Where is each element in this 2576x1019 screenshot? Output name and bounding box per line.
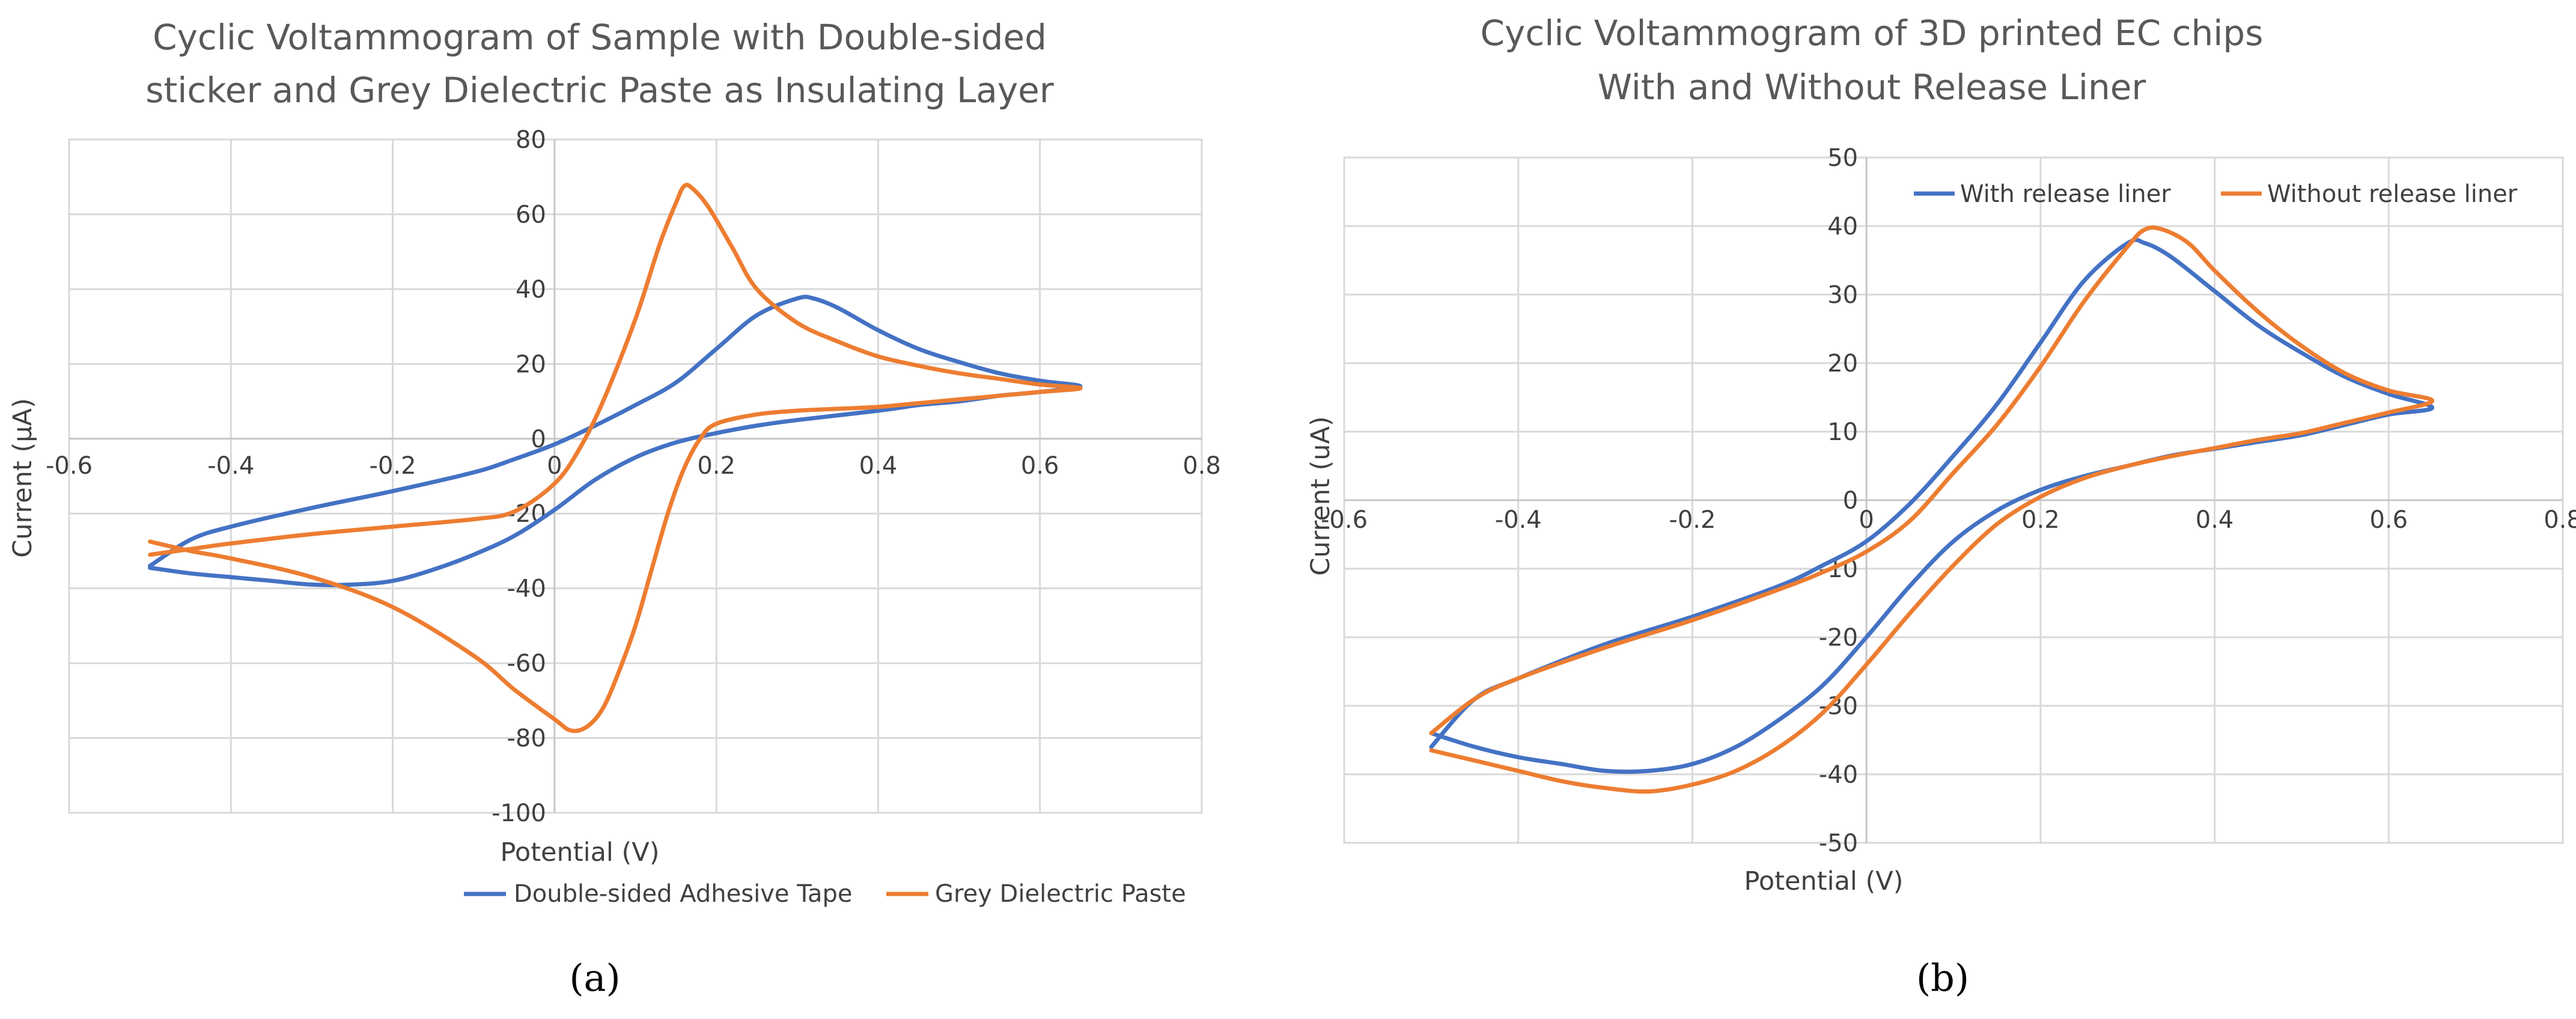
x-tick-label: 0.2 <box>2021 506 2060 534</box>
y-tick-label: 0 <box>1843 487 1858 515</box>
y-tick-label: -20 <box>1819 624 1858 652</box>
x-tick-label: 0.6 <box>2369 506 2408 534</box>
chart-a-axes <box>69 139 1202 813</box>
y-tick-label: -50 <box>1819 830 1858 857</box>
chart-a-y-axis-label: Current (μA) <box>8 398 38 558</box>
series-line-without-release-liner <box>1429 225 2435 794</box>
y-tick-label: -40 <box>507 575 546 603</box>
y-tick-label: -60 <box>507 650 546 678</box>
legend-a-label-0: Double-sided Adhesive Tape <box>514 880 853 908</box>
chart-b-caption: (b) <box>1916 956 1969 1000</box>
y-tick-label: 50 <box>1827 144 1858 172</box>
legend-b-label-1: Without release liner <box>2267 180 2518 208</box>
chart-a-title-line-2: sticker and Grey Dielectric Paste as Ins… <box>145 70 1054 111</box>
chart-b-y-axis-label: Current (uA) <box>1306 416 1336 575</box>
chart-b-tick-labels: -0.6 -0.4 -0.2 0 0.2 0.4 0.6 0.850403020100-10-… <box>1321 144 2576 857</box>
series-line-grey-dielectric-paste <box>148 182 1083 733</box>
x-tick-label: -0.6 <box>1321 506 1368 534</box>
y-tick-label: 20 <box>1827 350 1858 378</box>
chart-b-series <box>1429 225 2435 794</box>
y-tick-label: 20 <box>516 350 546 378</box>
x-tick-label: 0 <box>547 452 562 480</box>
chart-panel-a: Cyclic Voltammogram of Sample with Doubl… <box>0 0 1286 1019</box>
x-tick-label: -0.6 <box>46 452 93 480</box>
y-tick-label: 40 <box>1827 213 1858 240</box>
x-tick-label: 0.8 <box>1183 452 1221 480</box>
y-tick-label: 10 <box>1827 418 1858 446</box>
series-line-with-release-liner <box>1429 237 2435 774</box>
y-tick-label: -100 <box>492 800 546 827</box>
x-tick-label: -0.2 <box>1669 506 1716 534</box>
chart-panel-b: Cyclic Voltammogram of 3D printed EC chi… <box>1286 0 2576 1019</box>
chart-a-x-axis-label: Potential (V) <box>500 837 659 868</box>
chart-b-axes <box>1344 158 2563 843</box>
x-tick-label: -0.4 <box>1495 506 1542 534</box>
y-tick-label: 30 <box>1827 281 1858 309</box>
y-tick-label: -80 <box>507 725 546 753</box>
y-tick-label: 60 <box>516 201 546 228</box>
y-tick-label: 80 <box>516 126 546 154</box>
series-line-double-sided-adhesive-tape <box>148 295 1083 587</box>
x-tick-label: 0.6 <box>1021 452 1059 480</box>
legend-b-label-0: With release liner <box>1960 180 2171 208</box>
x-tick-label: 0 <box>1859 506 1874 534</box>
chart-a-series <box>148 182 1083 733</box>
legend-a-label-1: Grey Dielectric Paste <box>935 880 1186 908</box>
y-tick-label: 40 <box>516 276 546 304</box>
x-tick-label: 0.2 <box>697 452 735 480</box>
chart-a-svg: Cyclic Voltammogram of Sample with Doubl… <box>8 17 1221 1000</box>
chart-b-x-axis-label: Potential (V) <box>1744 866 1903 896</box>
chart-a-tick-labels: -0.6 -0.4 -0.2 0 0.2 0.4 0.6 0.8806040200-20-40… <box>46 126 1221 827</box>
chart-b-title-line-2: With and Without Release Liner <box>1598 67 2146 108</box>
x-tick-label: 0.4 <box>2196 506 2234 534</box>
chart-a-title-line-1: Cyclic Voltammogram of Sample with Doubl… <box>153 17 1047 58</box>
x-tick-label: -0.2 <box>370 452 416 480</box>
x-tick-label: 0.4 <box>859 452 898 480</box>
chart-a-legend: Double-sided Adhesive Tape Grey Dielectr… <box>464 880 1186 908</box>
x-tick-label: -0.4 <box>207 452 254 480</box>
chart-b-legend: With release liner Without release liner <box>1914 180 2518 208</box>
y-tick-label: -40 <box>1819 761 1858 789</box>
chart-b-svg: Cyclic Voltammogram of 3D printed EC chi… <box>1306 13 2576 1000</box>
chart-a-caption: (a) <box>569 956 620 1000</box>
x-tick-label: 0.8 <box>2544 506 2576 534</box>
chart-b-title-line-1: Cyclic Voltammogram of 3D printed EC chi… <box>1481 13 2264 54</box>
